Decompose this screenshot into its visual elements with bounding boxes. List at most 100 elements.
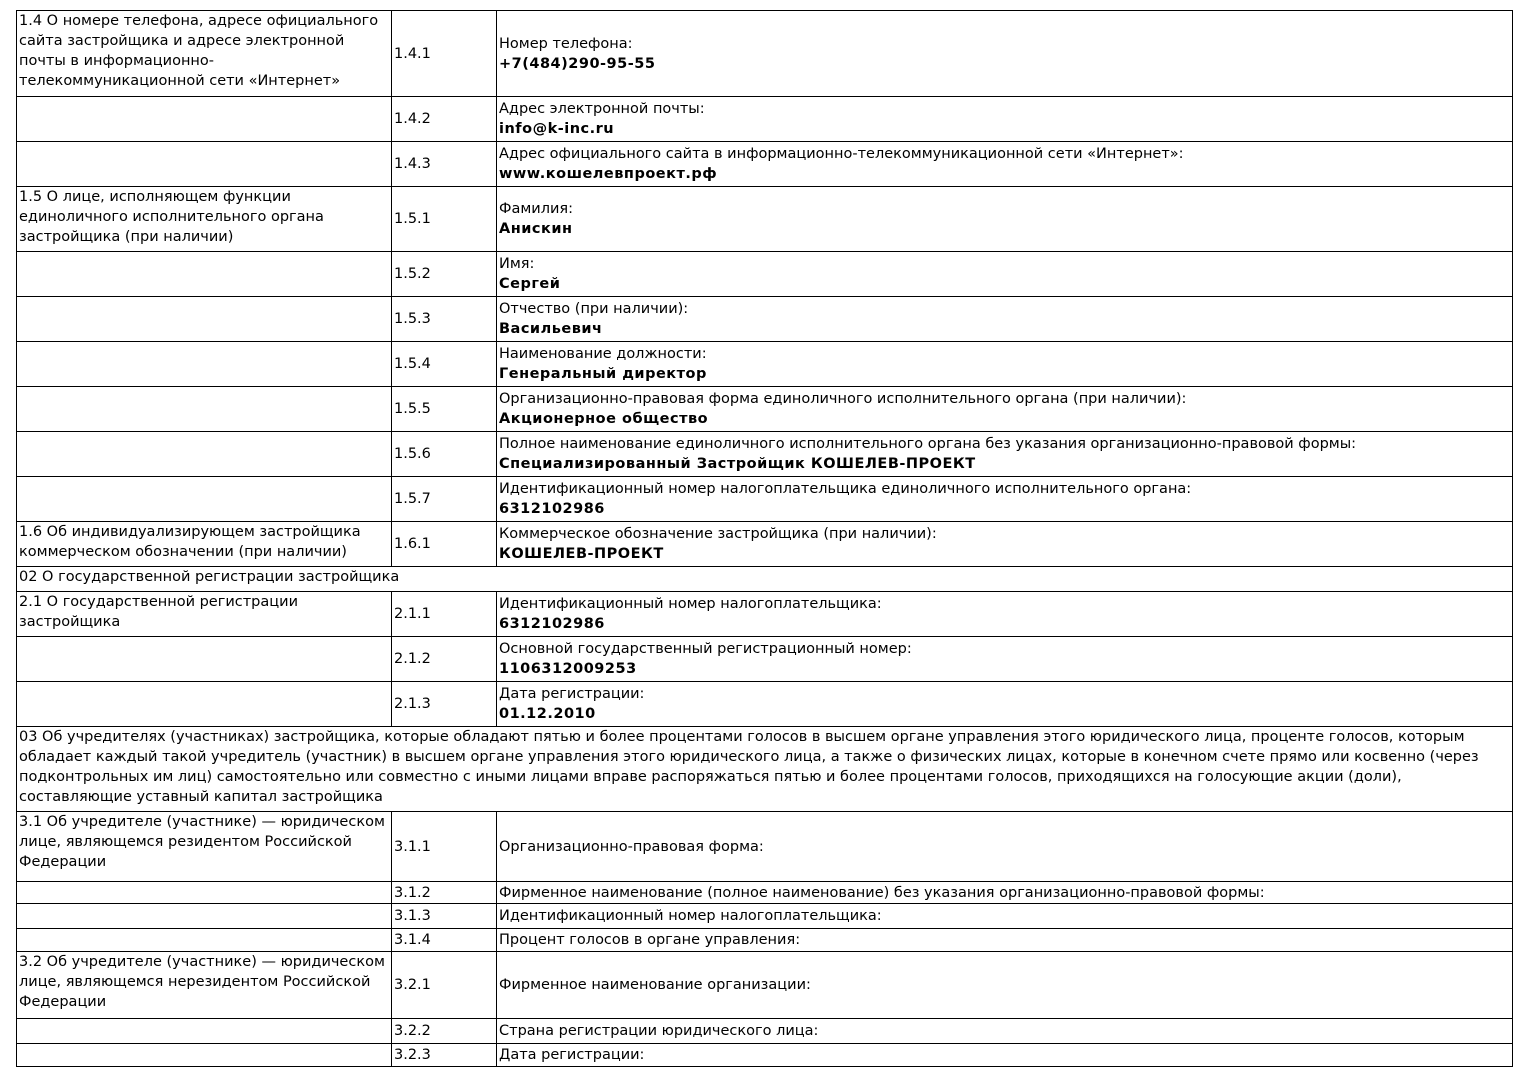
field-cell: Коммерческое обозначение застройщика (пр…	[496, 521, 1513, 567]
table-row: 1.4 О номере телефона, адресе официально…	[16, 10, 1513, 97]
table-row: 1.4.3 Адрес официального сайта в информац…	[16, 141, 1513, 187]
field-value: Васильевич	[499, 321, 603, 337]
field-cell: Идентификационный номер налогоплательщик…	[496, 591, 1513, 637]
code-cell: 2.1.2	[391, 636, 497, 682]
field-label: Основной государственный регистрационный…	[499, 641, 912, 657]
field-value: 6312102986	[499, 501, 605, 517]
field-cell: Организационно-правовая форма:	[496, 811, 1513, 882]
field-cell: Страна регистрации юридического лица:	[496, 1018, 1513, 1044]
table-row: 3.1 Об учредителе (участнике) — юридичес…	[16, 811, 1513, 882]
section-header-row: 03 Об учредителях (участниках) застройщи…	[16, 726, 1513, 812]
field-label: Полное наименование единоличного исполни…	[499, 436, 1357, 452]
section-cell: 3.2 Об учредителе (участнике) — юридичес…	[16, 951, 392, 1019]
section-cell	[16, 1043, 392, 1067]
code-cell: 1.5.6	[391, 431, 497, 477]
table-row: 1.4.2 Адрес электронной почты: info@k-inc.…	[16, 96, 1513, 142]
section-cell	[16, 96, 392, 142]
code-cell: 1.5.4	[391, 341, 497, 387]
table-row: 3.2 Об учредителе (участнике) — юридичес…	[16, 951, 1513, 1019]
field-cell: Дата регистрации: 01.12.2010	[496, 681, 1513, 727]
section-cell	[16, 431, 392, 477]
section-cell	[16, 636, 392, 682]
code-cell: 1.4.2	[391, 96, 497, 142]
table-row: 3.1.4 Процент голосов в органе управления…	[16, 928, 1513, 952]
field-cell: Наименование должности: Генеральный дирек…	[496, 341, 1513, 387]
table-row: 1.5.6 Полное наименование единоличного ис…	[16, 431, 1513, 477]
section-cell	[16, 386, 392, 432]
field-cell: Дата регистрации:	[496, 1043, 1513, 1067]
table-row: 2.1.2 Основной государственный регистраци…	[16, 636, 1513, 682]
field-cell: Полное наименование единоличного исполни…	[496, 431, 1513, 477]
field-cell: Идентификационный номер налогоплательщик…	[496, 903, 1513, 929]
field-label: Фирменное наименование (полное наименова…	[499, 884, 1265, 901]
field-label: Страна регистрации юридического лица:	[499, 1023, 819, 1039]
code-cell: 3.2.3	[391, 1043, 497, 1067]
code-cell: 3.2.2	[391, 1018, 497, 1044]
section-cell	[16, 141, 392, 187]
field-cell: Отчество (при наличии): Васильевич	[496, 296, 1513, 342]
field-label: Коммерческое обозначение застройщика (пр…	[499, 526, 937, 542]
field-cell: Идентификационный номер налогоплательщик…	[496, 476, 1513, 522]
code-cell: 3.1.4	[391, 928, 497, 952]
field-label: Фамилия:	[499, 201, 574, 217]
developer-info-table: 1.4 О номере телефона, адресе официально…	[16, 10, 1513, 1067]
field-value: 01.12.2010	[499, 706, 596, 722]
code-cell: 3.1.2	[391, 881, 497, 904]
code-cell: 1.5.5	[391, 386, 497, 432]
field-cell: Фамилия: Анискин	[496, 186, 1513, 252]
section-cell	[16, 476, 392, 522]
code-cell: 1.5.3	[391, 296, 497, 342]
table-row: 1.5.7 Идентификационный номер налогоплате…	[16, 476, 1513, 522]
field-label: Идентификационный номер налогоплательщик…	[499, 908, 882, 924]
field-label: Фирменное наименование организации:	[499, 977, 811, 993]
code-cell: 3.2.1	[391, 951, 497, 1019]
section-cell	[16, 903, 392, 929]
field-cell: Фирменное наименование организации:	[496, 951, 1513, 1019]
field-value: 1106312009253	[499, 661, 637, 677]
section-header: 03 Об учредителях (участниках) застройщи…	[16, 726, 1513, 812]
section-cell: 2.1 О государственной регистрации застро…	[16, 591, 392, 637]
field-value: Специализированный Застройщик КОШЕЛЕВ-ПР…	[499, 456, 976, 472]
field-label: Идентификационный номер налогоплательщик…	[499, 596, 882, 612]
section-cell	[16, 341, 392, 387]
code-cell: 3.1.1	[391, 811, 497, 882]
code-cell: 1.6.1	[391, 521, 497, 567]
code-cell: 2.1.1	[391, 591, 497, 637]
section-header-row: 02 О государственной регистрации застрой…	[16, 566, 1513, 592]
section-cell	[16, 881, 392, 904]
field-label: Идентификационный номер налогоплательщик…	[499, 481, 1192, 497]
section-cell	[16, 251, 392, 297]
table-row: 2.1 О государственной регистрации застро…	[16, 591, 1513, 637]
section-cell	[16, 928, 392, 952]
field-cell: Процент голосов в органе управления:	[496, 928, 1513, 952]
section-cell: 3.1 Об учредителе (участнике) — юридичес…	[16, 811, 392, 882]
field-label: Номер телефона:	[499, 35, 633, 52]
field-label: Адрес официального сайта в информационно…	[499, 146, 1184, 162]
code-cell: 1.5.7	[391, 476, 497, 522]
field-value: Анискин	[499, 221, 573, 237]
section-cell	[16, 1018, 392, 1044]
field-value: Сергей	[499, 276, 561, 292]
section-cell: 1.5 О лице, исполняющем функции единолич…	[16, 186, 392, 252]
field-value: info@k-inc.ru	[499, 121, 615, 137]
field-label: Организационно-правовая форма единолично…	[499, 391, 1187, 407]
table-row: 3.2.3 Дата регистрации:	[16, 1043, 1513, 1067]
field-value: +7(484)290-95-55	[499, 55, 656, 72]
table-row: 1.5 О лице, исполняющем функции единолич…	[16, 186, 1513, 252]
field-value: Генеральный директор	[499, 366, 707, 382]
field-cell: Фирменное наименование (полное наименова…	[496, 881, 1513, 904]
field-value: Акционерное общество	[499, 411, 709, 427]
code-cell: 1.4.3	[391, 141, 497, 187]
field-label: Процент голосов в органе управления:	[499, 932, 801, 948]
code-cell: 1.5.2	[391, 251, 497, 297]
field-value: КОШЕЛЕВ-ПРОЕКТ	[499, 546, 664, 562]
section-header: 02 О государственной регистрации застрой…	[16, 566, 1513, 592]
field-label: Дата регистрации:	[499, 686, 645, 702]
field-label: Дата регистрации:	[499, 1047, 645, 1063]
table-row: 1.5.5 Организационно-правовая форма едино…	[16, 386, 1513, 432]
field-cell: Номер телефона: +7(484)290-95-55	[496, 10, 1513, 97]
table-row: 3.1.2 Фирменное наименование (полное наим…	[16, 881, 1513, 904]
section-cell: 1.4 О номере телефона, адресе официально…	[16, 10, 392, 97]
table-row: 1.5.4 Наименование должности: Генеральный …	[16, 341, 1513, 387]
code-cell: 2.1.3	[391, 681, 497, 727]
